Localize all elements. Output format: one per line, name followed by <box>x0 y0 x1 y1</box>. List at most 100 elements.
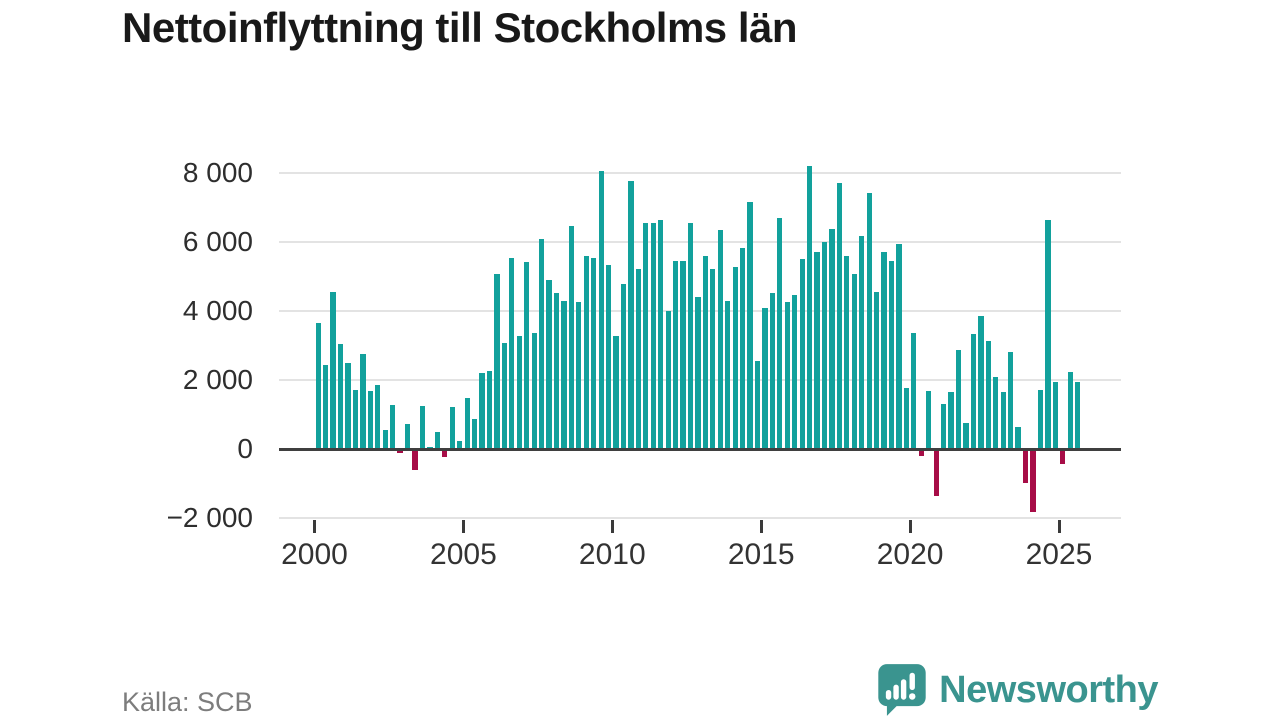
x-tick <box>908 520 912 533</box>
bar <box>799 259 805 449</box>
bar <box>382 430 388 449</box>
bar <box>583 256 589 449</box>
bar <box>576 301 582 449</box>
bar <box>434 431 441 449</box>
bar <box>903 387 910 449</box>
bar <box>1015 426 1021 449</box>
bar <box>449 407 455 449</box>
bar <box>1052 382 1058 449</box>
bar <box>494 273 500 449</box>
x-tick <box>313 520 316 533</box>
bar <box>620 283 627 449</box>
bar <box>375 385 381 449</box>
x-tick-label: 2010 <box>578 538 646 571</box>
bar <box>680 260 686 449</box>
bar <box>806 166 813 449</box>
bar <box>739 247 746 449</box>
bar <box>628 180 634 449</box>
grid-line <box>279 240 1121 243</box>
newsworthy-logo-icon <box>878 664 926 716</box>
bar <box>561 300 567 449</box>
bar <box>404 424 411 449</box>
bar <box>412 450 418 470</box>
x-tick <box>461 520 465 533</box>
bar <box>457 441 463 449</box>
bar <box>360 353 366 449</box>
chart-title: Nettoinflyttning till Stockholms län <box>122 4 798 51</box>
bar <box>963 423 969 449</box>
bar <box>613 335 619 449</box>
bar <box>695 296 701 449</box>
grid-line <box>279 517 1121 520</box>
bar <box>687 222 694 449</box>
zero-axis-line <box>279 447 1121 451</box>
bar <box>337 343 344 449</box>
bar <box>732 266 738 449</box>
bar <box>591 257 597 449</box>
bar <box>419 406 426 449</box>
bar <box>524 262 530 449</box>
bar <box>1045 219 1051 449</box>
bar <box>710 268 716 449</box>
bar <box>509 258 515 449</box>
bar <box>747 202 753 449</box>
bar <box>345 363 351 449</box>
bar <box>866 192 872 449</box>
bar <box>390 405 396 449</box>
bar <box>568 226 575 449</box>
bar <box>501 342 508 449</box>
bar <box>1000 392 1006 449</box>
bar <box>546 279 552 449</box>
bar <box>352 390 359 449</box>
bar <box>940 404 947 449</box>
x-tick-label: 2005 <box>430 538 497 571</box>
bar <box>896 244 902 449</box>
newsworthy-logo: Newsworthy <box>875 661 1158 719</box>
bar <box>479 372 485 449</box>
bar <box>948 391 954 449</box>
bar <box>397 450 403 453</box>
bar <box>918 450 924 456</box>
x-tick-label: 2015 <box>727 538 795 571</box>
bar <box>784 301 790 449</box>
y-tick-label: 0 <box>237 433 253 464</box>
bar <box>516 335 522 449</box>
bar <box>1037 390 1044 449</box>
x-tick <box>759 520 763 533</box>
bar <box>777 218 783 449</box>
bar <box>538 239 545 449</box>
bar <box>643 222 649 449</box>
bar <box>531 332 537 449</box>
bar <box>978 315 984 449</box>
newsworthy-logo-text: Newsworthy <box>939 668 1158 711</box>
bar <box>702 255 709 449</box>
bar <box>911 332 917 449</box>
bar <box>888 260 895 449</box>
bar <box>829 229 835 449</box>
x-tick-label: 2000 <box>281 538 348 571</box>
bar <box>836 182 843 449</box>
bar <box>933 450 939 496</box>
bar <box>1022 450 1029 483</box>
bar <box>762 308 768 449</box>
bar <box>985 341 991 449</box>
bar <box>955 350 962 449</box>
x-tick-label: 2020 <box>876 538 944 571</box>
bar <box>725 301 731 449</box>
bar <box>926 390 932 449</box>
bar <box>717 230 723 449</box>
bar <box>769 293 776 449</box>
bar <box>605 265 612 449</box>
bar <box>851 274 857 449</box>
bar <box>330 292 336 449</box>
bar <box>471 418 478 449</box>
bar <box>1030 450 1036 512</box>
bar <box>1074 382 1081 449</box>
bar <box>754 361 761 449</box>
x-tick <box>1057 520 1061 533</box>
bar <box>464 397 470 449</box>
x-tick <box>610 520 614 533</box>
y-tick-label: −2 000 <box>166 502 253 534</box>
